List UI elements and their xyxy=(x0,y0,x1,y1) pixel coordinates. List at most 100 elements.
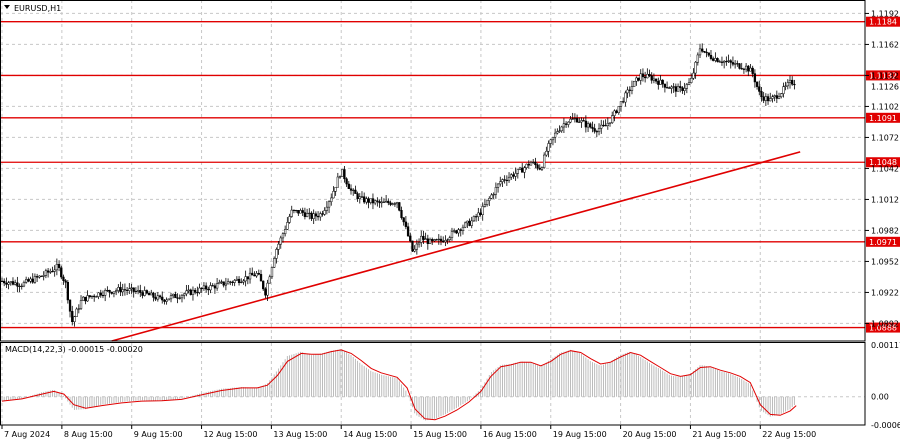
candle-body xyxy=(571,118,574,120)
candle-body xyxy=(701,48,704,52)
candle-body xyxy=(551,136,555,141)
candle-body xyxy=(457,229,460,234)
candle-body xyxy=(690,77,693,83)
y-tick-label: 1.1042 xyxy=(871,164,899,173)
current-price-label: 1.1126 xyxy=(871,83,899,92)
candle-body xyxy=(696,54,699,63)
candle-body xyxy=(437,238,440,241)
candle-body xyxy=(93,295,96,298)
candle-body xyxy=(411,240,414,252)
y-tick-label: 1.0892 xyxy=(871,319,899,328)
candle-body xyxy=(200,287,203,290)
candle-body xyxy=(729,60,732,63)
y-tick-label: 1.1072 xyxy=(871,133,899,142)
price-pane-frame xyxy=(0,0,866,342)
candle-body xyxy=(402,217,405,223)
candle-body xyxy=(167,298,170,301)
candle-body xyxy=(685,84,688,89)
candle-body xyxy=(753,73,757,83)
candle-body xyxy=(400,210,403,218)
candle-body xyxy=(679,86,682,88)
candle-body xyxy=(213,285,217,289)
candle-body xyxy=(766,96,770,102)
x-tick-label: 12 Aug 15:00 xyxy=(204,430,258,439)
y-tick-label: 1.1132 xyxy=(871,71,899,80)
candle-body xyxy=(68,299,72,312)
candle-body xyxy=(389,202,392,205)
level-label: 1.1048 xyxy=(869,158,897,167)
macd-label: MACD(14,22,3) -0.00015 -0.00020 xyxy=(5,345,143,354)
candle-body xyxy=(345,178,348,185)
candle-body xyxy=(284,229,287,235)
candle-body xyxy=(75,308,78,317)
candle-body xyxy=(521,167,524,173)
candle-body xyxy=(264,288,267,296)
macd-signal-line xyxy=(1,349,797,421)
candle-body xyxy=(55,264,59,271)
candle-body xyxy=(505,179,509,182)
candle-body xyxy=(725,60,728,63)
candle-body xyxy=(180,295,184,299)
candle-body xyxy=(29,278,32,282)
candle-body xyxy=(62,276,65,281)
candle-body xyxy=(106,289,109,292)
level-label: 1.0971 xyxy=(869,238,897,247)
candle-body xyxy=(9,281,12,283)
candle-body xyxy=(560,126,563,132)
candle-body xyxy=(220,281,223,283)
candle-body xyxy=(549,139,552,144)
candle-body xyxy=(297,209,300,214)
candle-body xyxy=(553,132,557,138)
title-triangle-icon xyxy=(4,5,10,9)
candle-body xyxy=(687,82,691,85)
candle-body xyxy=(349,188,353,191)
candle-body xyxy=(312,213,315,219)
candle-body xyxy=(742,68,746,70)
candle-body xyxy=(391,203,394,205)
candle-body xyxy=(591,126,594,129)
candle-body xyxy=(268,276,271,284)
candle-body xyxy=(538,167,541,170)
candle-body xyxy=(273,258,276,268)
candle-body xyxy=(496,183,500,188)
candle-body xyxy=(705,51,708,54)
candle-body xyxy=(125,289,129,291)
candle-body xyxy=(694,61,697,74)
candle-body xyxy=(246,276,249,280)
candle-body xyxy=(611,115,614,124)
candle-body xyxy=(624,92,627,103)
candle-body xyxy=(545,150,548,156)
trendline-group xyxy=(111,151,801,342)
candle-body xyxy=(147,292,151,296)
candle-body xyxy=(514,173,517,177)
candle-body xyxy=(575,118,579,123)
candle-body xyxy=(709,54,713,59)
candle-body xyxy=(14,282,17,285)
candle-body xyxy=(224,283,228,286)
candle-body xyxy=(556,131,559,134)
candle-body xyxy=(194,289,197,293)
candle-body xyxy=(525,163,528,168)
candle-body xyxy=(422,235,425,240)
candle-body xyxy=(251,272,254,276)
candle-body xyxy=(516,169,519,174)
candle-body xyxy=(773,95,776,98)
candle-body xyxy=(117,287,120,291)
y-tick-label: 1.1162 xyxy=(871,40,899,49)
candle-body xyxy=(90,295,94,298)
candle-body xyxy=(668,87,671,89)
candle-body xyxy=(248,272,252,280)
candle-body xyxy=(110,291,113,294)
candle-body xyxy=(352,189,355,191)
candle-body xyxy=(755,81,759,87)
candle-body xyxy=(420,235,423,243)
candle-body xyxy=(174,293,177,299)
candle-body xyxy=(253,274,256,277)
candle-body xyxy=(744,65,748,70)
candle-body xyxy=(244,276,247,282)
candle-body xyxy=(218,282,221,284)
candle-body xyxy=(86,295,89,302)
candle-body xyxy=(747,65,750,72)
candle-body xyxy=(356,193,359,200)
